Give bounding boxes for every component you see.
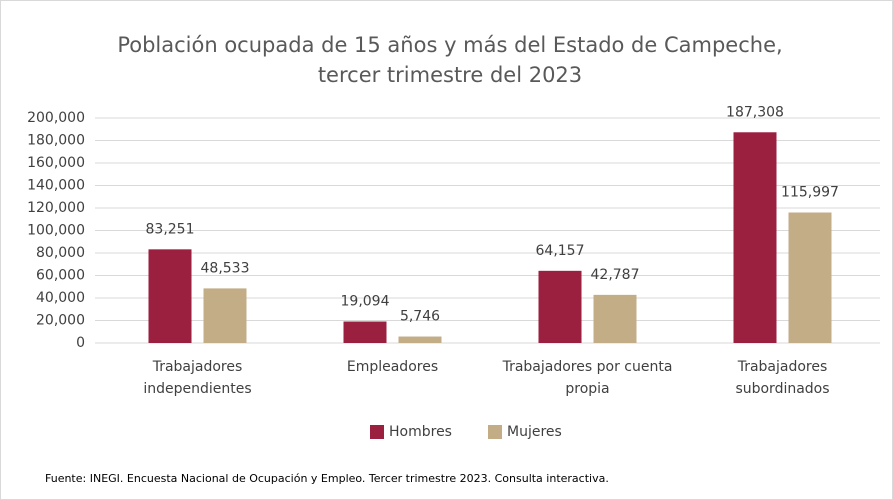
legend-label: Hombres [389, 424, 452, 440]
data-label: 5,746 [400, 309, 440, 325]
data-label: 19,094 [341, 294, 390, 310]
y-tick-label: 180,000 [27, 133, 85, 149]
data-label: 42,787 [591, 267, 640, 283]
y-tick-label: 60,000 [36, 268, 85, 284]
x-tick-label: Empleadores [346, 359, 439, 375]
y-tick-label: 160,000 [27, 155, 85, 171]
bar [593, 294, 637, 343]
legend-swatch [488, 425, 502, 439]
legend-label: Mujeres [507, 424, 562, 440]
data-label: 115,997 [781, 185, 839, 201]
y-tick-label: 20,000 [36, 313, 85, 329]
y-tick-label: 200,000 [27, 110, 85, 126]
bar [733, 132, 777, 343]
chart-title: Población ocupada de 15 años y más del E… [117, 33, 783, 87]
bar [203, 288, 247, 343]
bar [538, 270, 582, 343]
y-tick-label: 40,000 [36, 290, 85, 306]
data-label: 64,157 [536, 243, 585, 259]
y-tick-label: 140,000 [27, 178, 85, 194]
bar [788, 212, 832, 343]
x-tick-label: Trabajadores por cuenta propia [502, 359, 673, 397]
y-tick-label: 100,000 [27, 223, 85, 239]
legend-swatch [370, 425, 384, 439]
x-tick-label: Trabajadores subordinados [735, 359, 830, 397]
source-note: Fuente: INEGI. Encuesta Nacional de Ocup… [45, 472, 609, 485]
data-label: 83,251 [146, 221, 195, 237]
data-label: 48,533 [201, 260, 250, 276]
y-tick-label: 0 [76, 335, 85, 351]
bar [148, 249, 192, 343]
x-tick-label: Trabajadores independientes [143, 359, 252, 397]
bar [343, 321, 387, 343]
data-label: 187,308 [726, 104, 784, 120]
bar [398, 336, 442, 343]
y-tick-label: 80,000 [36, 245, 85, 261]
y-tick-label: 120,000 [27, 200, 85, 216]
